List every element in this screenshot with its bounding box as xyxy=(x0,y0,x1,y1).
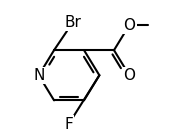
Text: N: N xyxy=(33,68,44,83)
Text: F: F xyxy=(64,117,73,132)
Text: Br: Br xyxy=(64,15,81,30)
Text: O: O xyxy=(123,18,135,33)
Text: O: O xyxy=(123,68,135,83)
